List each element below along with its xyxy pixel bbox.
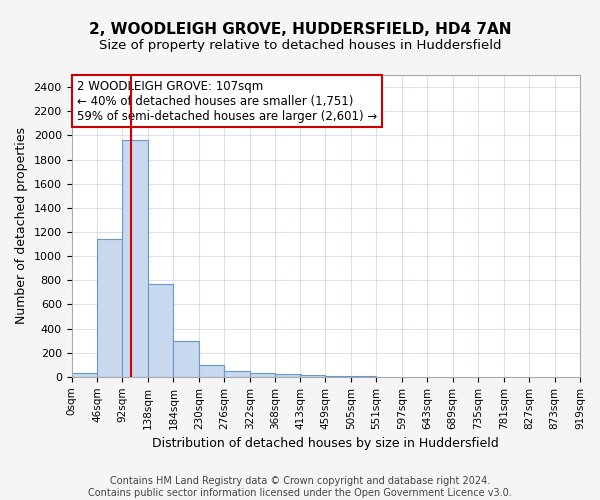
Text: 2 WOODLEIGH GROVE: 107sqm
← 40% of detached houses are smaller (1,751)
59% of se: 2 WOODLEIGH GROVE: 107sqm ← 40% of detac… xyxy=(77,80,377,122)
Bar xyxy=(122,140,148,377)
Bar xyxy=(275,374,301,377)
Bar xyxy=(199,364,224,377)
Bar xyxy=(300,376,325,377)
Text: Size of property relative to detached houses in Huddersfield: Size of property relative to detached ho… xyxy=(99,39,501,52)
Bar xyxy=(97,239,122,377)
Bar xyxy=(325,376,351,377)
Bar xyxy=(351,376,376,377)
X-axis label: Distribution of detached houses by size in Huddersfield: Distribution of detached houses by size … xyxy=(152,437,499,450)
Bar xyxy=(224,371,250,377)
Bar xyxy=(173,341,199,377)
Text: 2, WOODLEIGH GROVE, HUDDERSFIELD, HD4 7AN: 2, WOODLEIGH GROVE, HUDDERSFIELD, HD4 7A… xyxy=(89,22,511,38)
Bar xyxy=(148,284,173,377)
Text: Contains HM Land Registry data © Crown copyright and database right 2024.
Contai: Contains HM Land Registry data © Crown c… xyxy=(88,476,512,498)
Y-axis label: Number of detached properties: Number of detached properties xyxy=(15,128,28,324)
Bar xyxy=(71,372,97,377)
Bar xyxy=(250,372,275,377)
